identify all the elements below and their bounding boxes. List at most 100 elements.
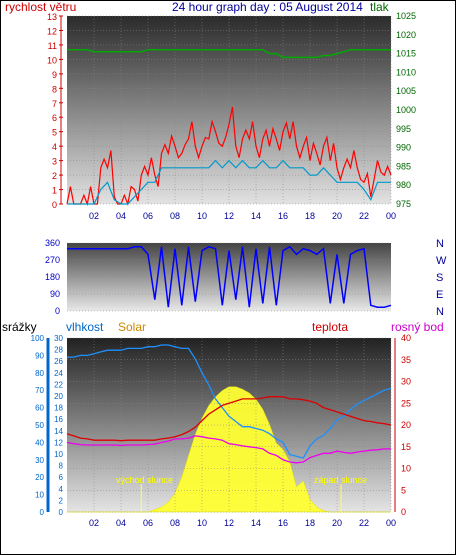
tick-label-time: 02: [89, 211, 99, 221]
tick-label-pressure: 980: [396, 180, 411, 190]
tick-label-time: 20: [332, 211, 342, 221]
tick-label-direction: 180: [45, 272, 60, 282]
compass-label: S: [436, 272, 443, 284]
tick-label-pressure: 985: [396, 161, 411, 171]
tick-label-time: 18: [305, 211, 315, 221]
tick-label-time: 14: [251, 211, 261, 221]
axis-left-direction: 360 270 180 90 0: [45, 238, 60, 316]
tick-label-time: 00: [386, 518, 396, 528]
tick-label-wind: 10: [47, 55, 57, 65]
tick-label-humidity: 0: [59, 508, 64, 517]
tick-label-direction: 0: [55, 306, 60, 316]
series-avg: [67, 159, 391, 205]
tick-label-humidity: 6: [59, 473, 64, 482]
tick-label-rain: 90: [35, 351, 44, 360]
tick-label-humidity: 30: [54, 334, 63, 343]
tick-label-rain: 100: [31, 334, 45, 343]
tick-label-time: 04: [116, 518, 126, 528]
tick-label-rain: 30: [35, 456, 44, 465]
tick-label-temperature: 35: [401, 355, 411, 365]
tick-label-time: 20: [332, 518, 342, 528]
axes-temperature: 0 5 10 15 20 25 30 35 40 0 10 20 30 40 50 60 70 80 90 100 0 2…: [31, 333, 411, 517]
tick-label-temperature: 5: [401, 485, 406, 495]
tick-label-time: 16: [278, 518, 288, 528]
tick-label-humidity: 10: [54, 450, 63, 459]
tick-label-rain: 80: [35, 369, 44, 378]
tick-label-time: 22: [359, 211, 369, 221]
compass-label: N: [436, 238, 444, 250]
series-direction: [67, 245, 392, 308]
tick-label-time: 16: [278, 211, 288, 221]
tick-label-humidity: 18: [54, 404, 63, 413]
tick-label-pressure: 1000: [396, 105, 416, 115]
temperature-panel: 0510152025303540010203040506070809010002…: [2, 320, 444, 528]
tick-label-pressure: 995: [396, 124, 411, 134]
tick-label-wind: 1: [52, 186, 57, 196]
tick-label-pressure: 1010: [396, 67, 416, 77]
tick-label-wind: 8: [52, 84, 57, 94]
tick-label-wind: 2: [52, 171, 57, 181]
tick-label-rain: 20: [35, 473, 44, 482]
temperature-label: teplota: [312, 320, 348, 334]
rain-label: srážky: [2, 320, 37, 334]
tick-label-humidity: 8: [59, 462, 64, 471]
tick-label-pressure: 990: [396, 143, 411, 153]
pressure-label: tlak: [370, 0, 390, 14]
tick-label-wind: 5: [52, 128, 57, 138]
axis-right-pressure: 975 980 985 990 995 1000 1005 1010 1015 1020 1025: [396, 11, 416, 209]
tick-label-time: 18: [305, 518, 315, 528]
axis-x-temperature: 02 04 06 08 10 12 14 16 18 20 22 00: [89, 518, 396, 528]
tick-label-time: 22: [359, 518, 369, 528]
tick-label-pressure: 1020: [396, 30, 416, 40]
series-vlhkost: [67, 344, 392, 459]
tick-label-humidity: 4: [59, 485, 64, 494]
tick-label-time: 12: [224, 518, 234, 528]
tick-label-humidity: 24: [54, 369, 63, 378]
tick-label-humidity: 14: [54, 427, 63, 436]
axis-x-wind: 02 04 06 08 10 12 14 16 18 20 22 00: [89, 211, 396, 221]
tick-label-time: 08: [170, 518, 180, 528]
tick-label-temperature: 25: [401, 398, 411, 408]
tick-label-temperature: 30: [401, 377, 411, 387]
chart-title: 24 hour graph day : 05 August 2014: [172, 0, 363, 14]
grid-temperature: [67, 337, 392, 513]
humidity-label: vlhkost: [66, 320, 104, 334]
tick-label-time: 04: [116, 211, 126, 221]
tick-label-humidity: 16: [54, 415, 63, 424]
tick-label-direction: 90: [50, 289, 60, 299]
tick-label-humidity: 28: [54, 346, 63, 355]
series-wind: [66, 49, 392, 207]
tick-label-wind: 9: [52, 70, 57, 80]
tick-label-humidity: 22: [54, 380, 63, 389]
tick-label-pressure: 975: [396, 199, 411, 209]
tick-label-rain: 70: [35, 386, 44, 395]
series-pressure: [67, 49, 391, 59]
tick-label-wind: 11: [48, 41, 57, 51]
series-teplota: [66, 396, 392, 442]
series-wind-direction: [67, 245, 392, 308]
tick-label-direction: 360: [45, 238, 60, 248]
wind-speed-label: rychlost větru: [5, 0, 76, 14]
series-rosný-bod: [66, 435, 391, 464]
tick-label-humidity: 2: [59, 496, 64, 505]
tick-label-pressure: 1025: [396, 11, 416, 21]
tick-label-time: 10: [197, 518, 207, 528]
compass-label: W: [436, 255, 447, 267]
sunset-label: západ slunce: [314, 475, 367, 485]
tick-label-time: 14: [251, 518, 261, 528]
compass-label: N: [436, 306, 444, 318]
sunrise-label: východ slunce: [116, 475, 173, 485]
tick-label-wind: 12: [47, 26, 57, 36]
tick-label-rain: 10: [35, 491, 44, 500]
tick-label-wind: 7: [52, 99, 57, 109]
tick-label-time: 00: [386, 211, 396, 221]
dewpoint-label: rosný bod: [391, 320, 444, 334]
tick-label-wind: 3: [52, 157, 57, 167]
tick-label-temperature: 10: [401, 464, 411, 474]
tick-label-wind: 4: [52, 142, 57, 152]
tick-label-time: 12: [224, 211, 234, 221]
